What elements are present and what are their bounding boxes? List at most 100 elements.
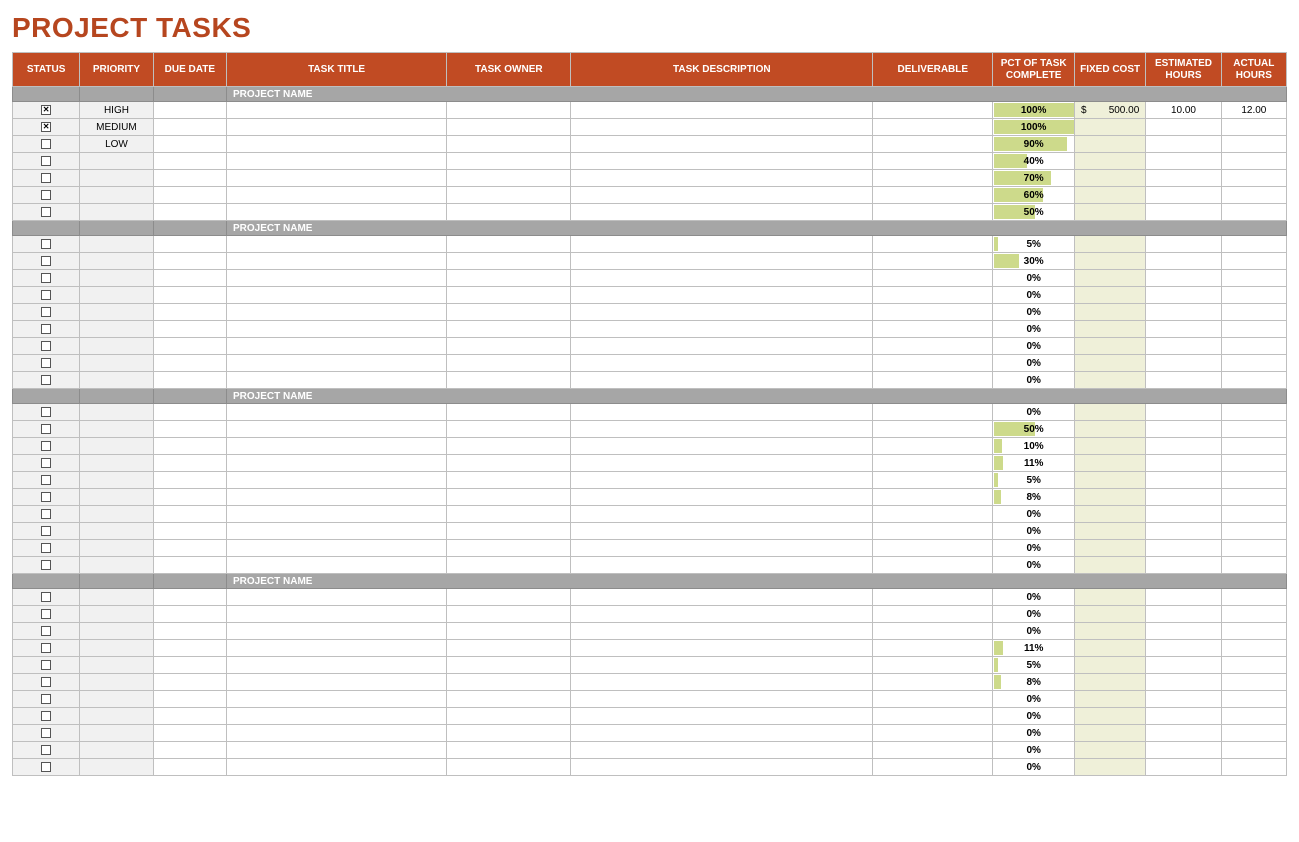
cell-pct-complete[interactable]: 0% [993, 725, 1075, 742]
cell-priority[interactable] [80, 708, 153, 725]
cell-task_title[interactable] [227, 691, 447, 708]
cell-pct-complete[interactable]: 5% [993, 236, 1075, 253]
cell-deliverable[interactable] [873, 640, 993, 657]
cell-task_desc[interactable] [571, 355, 873, 372]
cell-estimated-hours[interactable] [1146, 455, 1221, 472]
cell-pct-complete[interactable]: 0% [993, 557, 1075, 574]
status-checkbox[interactable] [41, 543, 51, 553]
cell-task_title[interactable] [227, 102, 447, 119]
cell-task_title[interactable] [227, 623, 447, 640]
cell-task_title[interactable] [227, 304, 447, 321]
cell-task_title[interactable] [227, 640, 447, 657]
cell-actual-hours[interactable] [1221, 623, 1286, 640]
cell-task_title[interactable] [227, 540, 447, 557]
cell-deliverable[interactable] [873, 691, 993, 708]
cell-priority[interactable] [80, 438, 153, 455]
cell-pct-complete[interactable]: 30% [993, 253, 1075, 270]
cell-due_date[interactable] [153, 404, 226, 421]
status-checkbox[interactable] [41, 341, 51, 351]
cell-actual-hours[interactable] [1221, 253, 1286, 270]
cell-actual-hours[interactable] [1221, 589, 1286, 606]
cell-status[interactable] [13, 170, 80, 187]
cell-due_date[interactable] [153, 338, 226, 355]
cell-task_title[interactable] [227, 506, 447, 523]
cell-fixed-cost[interactable] [1074, 372, 1145, 389]
cell-actual-hours[interactable] [1221, 404, 1286, 421]
cell-task_title[interactable] [227, 119, 447, 136]
cell-deliverable[interactable] [873, 557, 993, 574]
cell-deliverable[interactable] [873, 187, 993, 204]
cell-status[interactable] [13, 557, 80, 574]
cell-estimated-hours[interactable] [1146, 438, 1221, 455]
cell-deliverable[interactable] [873, 404, 993, 421]
cell-actual-hours[interactable] [1221, 455, 1286, 472]
cell-fixed-cost[interactable] [1074, 136, 1145, 153]
cell-task_title[interactable] [227, 674, 447, 691]
cell-estimated-hours[interactable] [1146, 153, 1221, 170]
cell-pct-complete[interactable]: 0% [993, 540, 1075, 557]
cell-status[interactable] [13, 204, 80, 221]
cell-task_title[interactable] [227, 270, 447, 287]
cell-actual-hours[interactable] [1221, 204, 1286, 221]
cell-status[interactable] [13, 153, 80, 170]
cell-task_owner[interactable] [447, 438, 571, 455]
status-checkbox[interactable] [41, 139, 51, 149]
cell-task_owner[interactable] [447, 708, 571, 725]
cell-task_desc[interactable] [571, 691, 873, 708]
cell-actual-hours[interactable] [1221, 338, 1286, 355]
cell-status[interactable] [13, 304, 80, 321]
status-checkbox[interactable] [41, 256, 51, 266]
cell-status[interactable] [13, 708, 80, 725]
cell-task_desc[interactable] [571, 674, 873, 691]
cell-task_owner[interactable] [447, 540, 571, 557]
cell-due_date[interactable] [153, 640, 226, 657]
cell-task_owner[interactable] [447, 557, 571, 574]
cell-task_owner[interactable] [447, 119, 571, 136]
cell-task_title[interactable] [227, 253, 447, 270]
cell-priority[interactable] [80, 606, 153, 623]
cell-deliverable[interactable] [873, 506, 993, 523]
cell-estimated-hours[interactable] [1146, 589, 1221, 606]
cell-deliverable[interactable] [873, 455, 993, 472]
cell-priority[interactable] [80, 472, 153, 489]
cell-pct-complete[interactable]: 0% [993, 270, 1075, 287]
cell-deliverable[interactable] [873, 204, 993, 221]
cell-fixed-cost[interactable] [1074, 725, 1145, 742]
cell-pct-complete[interactable]: 0% [993, 523, 1075, 540]
cell-task_desc[interactable] [571, 304, 873, 321]
cell-due_date[interactable] [153, 606, 226, 623]
status-checkbox[interactable] [41, 626, 51, 636]
cell-estimated-hours[interactable] [1146, 236, 1221, 253]
cell-fixed-cost[interactable] [1074, 304, 1145, 321]
cell-task_desc[interactable] [571, 321, 873, 338]
cell-status[interactable] [13, 355, 80, 372]
cell-actual-hours[interactable] [1221, 421, 1286, 438]
cell-due_date[interactable] [153, 489, 226, 506]
cell-fixed-cost[interactable] [1074, 421, 1145, 438]
status-checkbox[interactable] [41, 207, 51, 217]
cell-fixed-cost[interactable] [1074, 204, 1145, 221]
cell-actual-hours[interactable] [1221, 472, 1286, 489]
cell-fixed-cost[interactable] [1074, 759, 1145, 776]
status-checkbox[interactable] [41, 290, 51, 300]
cell-task_title[interactable] [227, 438, 447, 455]
cell-task_owner[interactable] [447, 204, 571, 221]
cell-actual-hours[interactable] [1221, 708, 1286, 725]
cell-task_title[interactable] [227, 287, 447, 304]
cell-due_date[interactable] [153, 691, 226, 708]
cell-priority[interactable] [80, 657, 153, 674]
cell-task_owner[interactable] [447, 455, 571, 472]
cell-due_date[interactable] [153, 506, 226, 523]
cell-pct-complete[interactable]: 0% [993, 372, 1075, 389]
cell-actual-hours[interactable] [1221, 506, 1286, 523]
cell-estimated-hours[interactable] [1146, 523, 1221, 540]
cell-estimated-hours[interactable] [1146, 204, 1221, 221]
cell-due_date[interactable] [153, 623, 226, 640]
cell-actual-hours[interactable] [1221, 640, 1286, 657]
cell-task_owner[interactable] [447, 674, 571, 691]
cell-deliverable[interactable] [873, 674, 993, 691]
cell-estimated-hours[interactable] [1146, 742, 1221, 759]
status-checkbox[interactable] [41, 492, 51, 502]
cell-task_desc[interactable] [571, 204, 873, 221]
cell-estimated-hours[interactable] [1146, 540, 1221, 557]
